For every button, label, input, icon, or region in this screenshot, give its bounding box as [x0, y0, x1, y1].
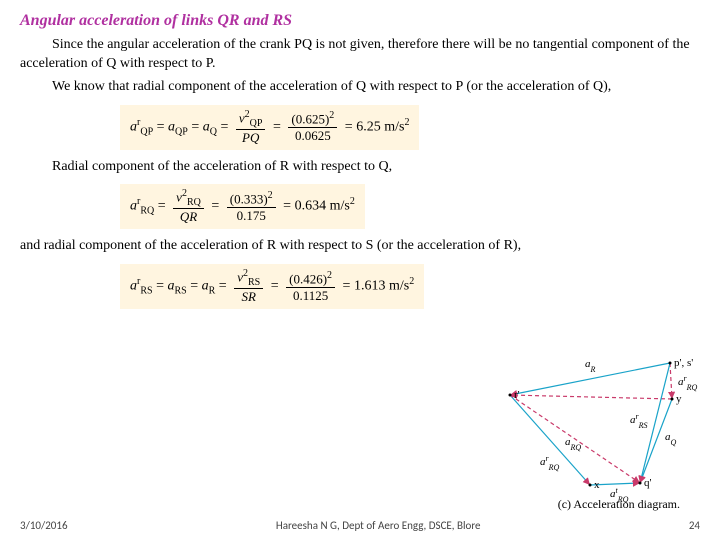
- footer-date: 3/10/2016: [20, 519, 68, 532]
- paragraph-4: and radial component of the acceleration…: [20, 237, 700, 256]
- svg-text:q': q': [644, 477, 652, 489]
- svg-text:arRS: arRS: [630, 412, 648, 430]
- svg-text:aQ: aQ: [665, 431, 677, 447]
- diagram-caption: (c) Acceleration diagram.: [558, 497, 680, 512]
- svg-text:arRQ: arRQ: [678, 374, 698, 392]
- svg-text:p', s': p', s': [674, 357, 693, 369]
- footer-center: Hareesha N G, Dept of Aero Engg, DSCE, B…: [68, 519, 689, 532]
- paragraph-1: Since the angular acceleration of the cr…: [20, 36, 700, 74]
- paragraph-3: Radial component of the acceleration of …: [20, 158, 700, 177]
- svg-text:y: y: [676, 393, 682, 405]
- svg-text:arRQ: arRQ: [540, 454, 560, 472]
- svg-text:aRQ: aRQ: [565, 436, 581, 452]
- equation-1: arQP = aQP = aQ = v2QPPQ = (0.625)20.062…: [120, 105, 419, 150]
- svg-text:aR: aR: [585, 358, 596, 374]
- footer: 3/10/2016 Hareesha N G, Dept of Aero Eng…: [20, 519, 700, 532]
- svg-text:x: x: [594, 479, 600, 491]
- footer-page: 24: [689, 519, 700, 532]
- equation-3: arRS = aRS = aR = v2RSSR = (0.426)20.112…: [120, 264, 424, 309]
- svg-text:r': r': [514, 389, 520, 401]
- equation-2: arRQ = v2RQQR = (0.333)20.175 = 0.634 m/…: [120, 184, 365, 229]
- acceleration-diagram: aRarRQarRSaRQarRQaQatRQp', s'r'yq'x (c) …: [490, 355, 690, 510]
- page-title: Angular acceleration of links QR and RS: [20, 12, 700, 30]
- paragraph-2: We know that radial component of the acc…: [20, 78, 700, 97]
